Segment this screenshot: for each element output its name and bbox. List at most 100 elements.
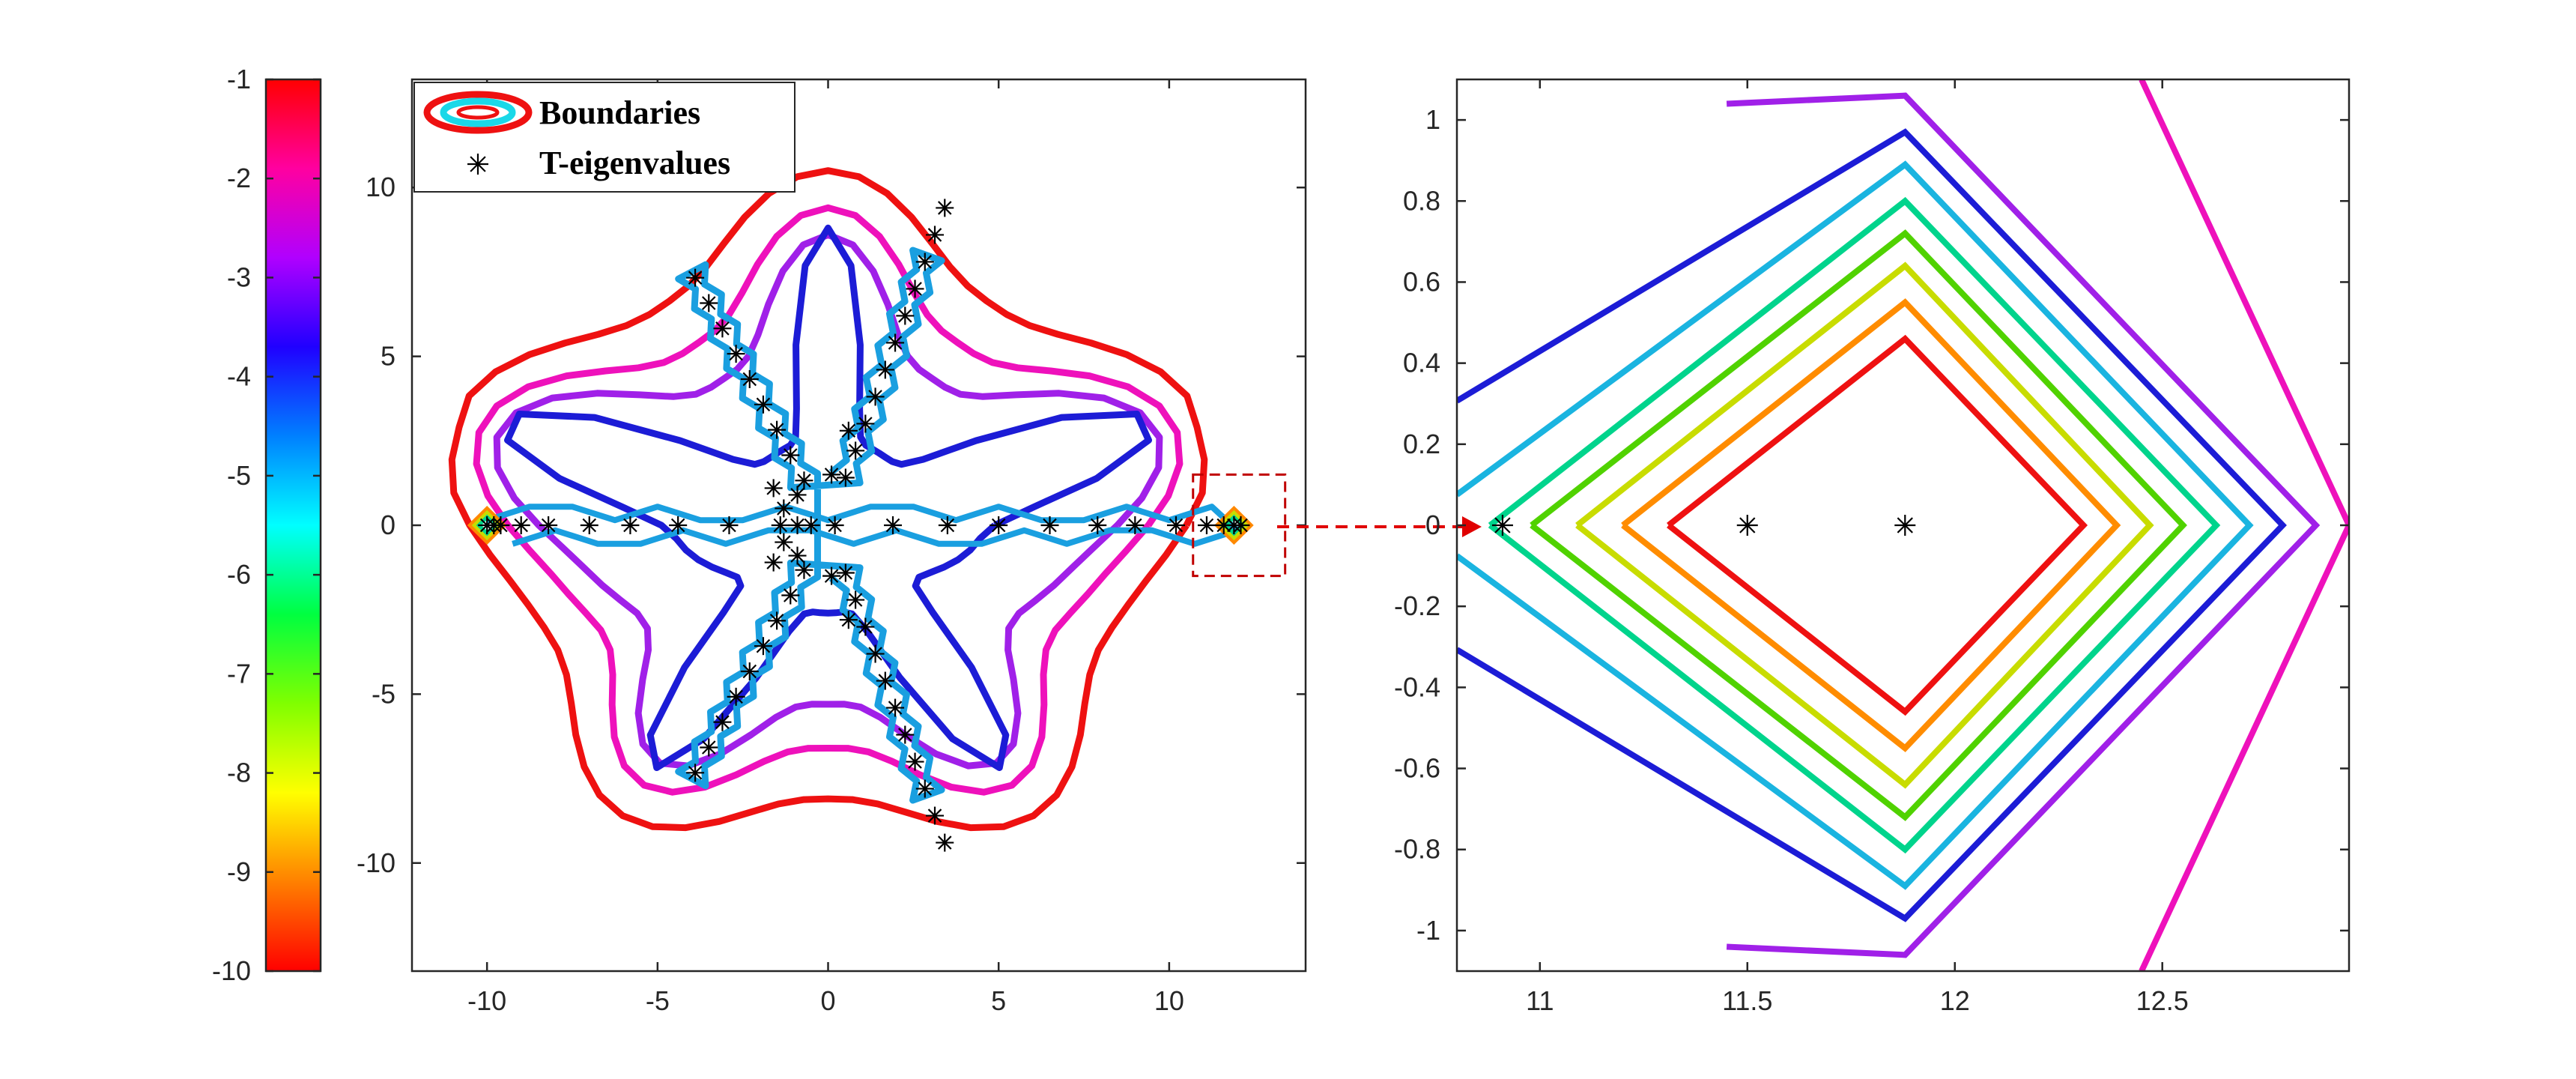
y-tick-label: 0.8: [1403, 185, 1440, 216]
x-tick-label: -5: [646, 985, 670, 1016]
zoomed-contours: [1457, 79, 2349, 971]
x-tick-label: 11.5: [1722, 985, 1772, 1016]
eigenvalue-marker: [801, 516, 820, 534]
eigenvalue-marker: [1166, 516, 1185, 534]
eigenvalue-marker: [846, 441, 865, 460]
eigenvalue-marker: [580, 516, 598, 534]
eigenvalue-marker: [788, 486, 807, 504]
eigenvalue-marker: [915, 253, 934, 271]
eigenvalue-marker: [906, 752, 924, 771]
zoomed-contour-4: [1488, 196, 2221, 854]
zoomed-eigenvalue-marker: [1736, 515, 1758, 536]
contour-level-1: [448, 167, 1208, 832]
colorbar-tick-label: -5: [227, 460, 251, 491]
eigenvalue-marker: [768, 611, 787, 630]
eigenvalue-marker: [936, 833, 954, 852]
colorbar-ticks: -1 -2 -3 -4 -5 -6 -7 -8 -9 -10: [212, 64, 321, 986]
eigenvalue-marker: [771, 516, 790, 534]
eigenvalue-marker: [825, 516, 844, 534]
colorbar-tick-label: -4: [227, 361, 251, 392]
eigenvalue-marker: [621, 516, 640, 534]
eigenvalue-marker: [764, 553, 783, 572]
eigenvalue-marker: [884, 516, 903, 534]
y-tick-label: 0.4: [1403, 348, 1440, 378]
colorbar-tick-label: -10: [212, 955, 251, 986]
legend-label-t-eigenvalues: T-eigenvalues: [539, 145, 730, 181]
eigenvalue-marker: [669, 516, 688, 534]
eigenvalue-marker: [713, 713, 732, 731]
eigenvalue-markers: [478, 199, 1250, 852]
zoomed-eigenvalue-marker: [1894, 515, 1916, 536]
zoomed-contour-5: [1457, 160, 2254, 890]
eigenvalue-marker: [866, 387, 885, 406]
eigenvalue-marker: [539, 516, 558, 534]
legend-boundaries-marker: [423, 91, 533, 134]
y-tick-label: -0.2: [1394, 590, 1440, 621]
eigenvalue-marker: [822, 566, 841, 585]
eigenvalue-cluster-contour: [1214, 505, 1254, 545]
eigenvalue-marker: [727, 345, 745, 363]
eigenvalue-marker: [938, 516, 957, 534]
colorbar-tick-label: -2: [227, 163, 251, 193]
eigenvalue-marker: [836, 468, 855, 487]
y-tick-label: -1: [1416, 915, 1440, 946]
eigenvalue-marker: [713, 319, 732, 338]
eigenvalue-marker: [926, 226, 945, 244]
eigenvalue-marker: [768, 420, 787, 439]
zoomed-contour-2: [1575, 262, 2154, 789]
eigenvalue-marker: [1126, 516, 1145, 534]
eigenvalue-marker: [795, 560, 813, 579]
colorbar-tick-label: -1: [227, 64, 251, 94]
eigenvalue-marker: [795, 471, 813, 490]
zoomed-contour-0: [1667, 334, 2088, 716]
y-tick-label: 0.6: [1403, 266, 1440, 297]
colorbar-tick-label: -7: [227, 658, 251, 689]
zoomed-contour-1: [1621, 298, 2121, 752]
eigenvalue-marker: [886, 698, 905, 717]
zoomed-contour-plot: 11 11.5 12 12.5 1 0.8 0.6 0.4 0.2 0 -0.2 -0.4 -0.6 -0…: [1394, 78, 2351, 1016]
colorbar-gradient: [266, 79, 321, 971]
eigenvalue-marker: [926, 806, 945, 825]
eigenvalue-marker: [866, 644, 885, 663]
eigenvalue-marker: [846, 590, 865, 609]
eigenvalue-marker: [775, 533, 793, 551]
y-tick-label: 0.2: [1403, 429, 1440, 459]
contour-level-3: [493, 231, 1163, 770]
eigenvalue-marker: [839, 611, 858, 629]
left-axis-ticks: -10 -5 0 5 10 -10 -5 0 5 10: [357, 79, 1306, 1016]
eigenvalue-marker: [836, 563, 855, 582]
zoomed-eigenvalue-markers: [1491, 515, 1916, 536]
eigenvalue-marker: [740, 369, 759, 388]
eigenvalue-marker: [775, 499, 793, 518]
boundary-contours: [448, 167, 1254, 832]
x-tick-label: 10: [1154, 985, 1184, 1016]
eigenvalue-marker: [936, 199, 954, 217]
eigenvalue-marker: [491, 516, 510, 534]
eigenvalue-marker: [686, 764, 705, 782]
eigenvalue-marker: [1088, 516, 1107, 534]
eigenvalue-marker: [839, 421, 858, 440]
y-tick-label: 1: [1425, 104, 1440, 135]
eigenvalue-marker: [700, 294, 718, 312]
colorbar-frame: [264, 78, 322, 973]
eigenvalue-marker: [700, 738, 718, 757]
zoomed-contour-3: [1530, 229, 2187, 821]
eigenvalue-marker: [740, 662, 759, 681]
contour-level-4: [504, 224, 1152, 771]
colorbar-tick-label: -8: [227, 758, 251, 788]
colorbar-tick-label: -9: [227, 856, 251, 887]
zoom-arrow: [1277, 516, 1482, 537]
y-tick-label: -0.6: [1394, 753, 1440, 784]
zoomed-contour-6: [1457, 128, 2287, 922]
legend-asterisk-marker: [467, 154, 488, 175]
x-tick-label: 12: [1940, 985, 1970, 1016]
legend-label-boundaries: Boundaries: [539, 94, 700, 131]
eigenvalue-marker: [754, 395, 772, 414]
x-tick-label: -10: [467, 985, 506, 1016]
eigenvalue-marker: [727, 687, 745, 706]
colorbar-tick-label: -3: [227, 262, 251, 292]
zoomed-eigenvalue-marker: [1491, 515, 1513, 536]
eigenvalue-marker: [686, 268, 705, 287]
eigenvalue-marker: [886, 333, 905, 352]
